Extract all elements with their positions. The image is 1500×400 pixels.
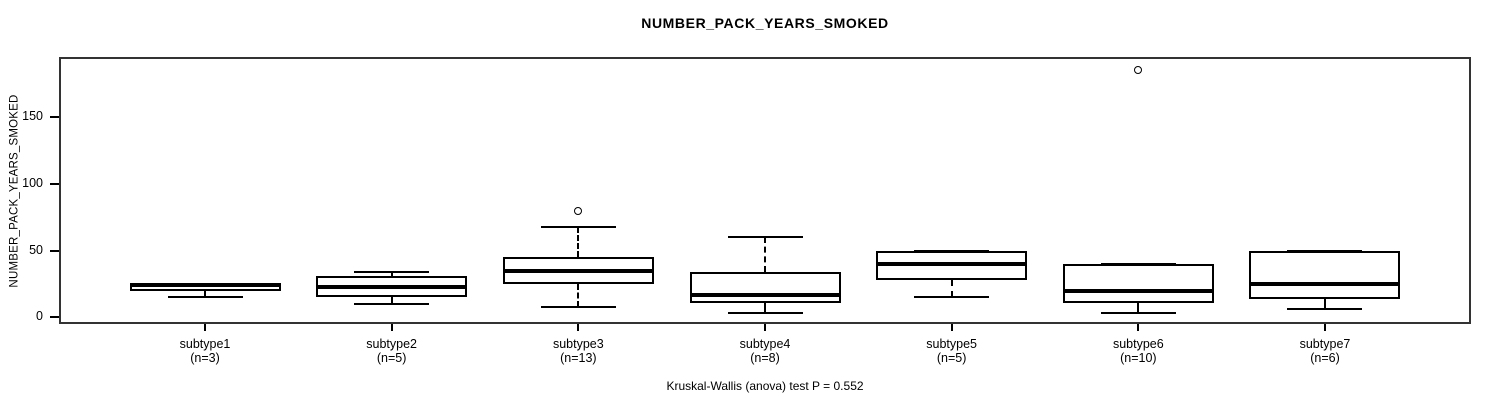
x-axis-group-count: (n=13) [560,351,597,365]
lower-whisker-cap [1287,308,1363,311]
box [689,271,841,304]
x-axis-group-count: (n=3) [190,351,220,365]
plot-area: 0 50 100 150 subtype1 (n=3) subtype2 (n=5) subty… [22,57,1471,365]
upper-whisker-cap [1287,249,1363,252]
box [1062,263,1214,304]
lower-whisker-line [1137,303,1140,314]
x-axis-group-count: (n=5) [936,351,967,365]
median-line [1249,281,1401,286]
upper-whisker-line [577,226,580,258]
lower-whisker-line [950,279,953,298]
lower-whisker-cap [727,312,803,315]
y-axis-tick [50,182,59,185]
x-axis-group-count: (n=8) [750,351,780,365]
x-axis-group-label: subtype2 [366,337,418,351]
lower-whisker-cap [167,296,243,299]
plot-frame [59,57,1471,324]
x-axis-group-label: subtype7 [1299,337,1351,351]
box [1249,250,1401,299]
x-axis-group-count: (n=5) [376,351,407,365]
y-axis-tick-label: 150 [22,109,43,124]
x-axis-group-label: subtype4 [739,337,791,351]
x-axis-group-label: subtype6 [1112,337,1164,351]
lower-whisker-cap [1100,312,1176,315]
x-axis-tick [1323,324,1326,331]
lower-whisker-cap [540,305,616,308]
outlier-point [1134,66,1143,75]
x-axis-tick [577,324,580,331]
y-axis-tick [50,316,59,319]
x-axis-group-label: subtype3 [552,337,604,351]
lower-whisker-cap [354,302,430,305]
y-axis-tick [50,116,59,119]
x-axis-tick [950,324,953,331]
upper-whisker-line [764,237,766,272]
lower-whisker-cap [914,296,990,299]
upper-whisker-cap [354,270,430,273]
x-axis-tick [764,324,766,331]
x-axis-tick [1137,324,1140,331]
upper-whisker-cap [540,225,616,228]
outlier-point [574,206,583,215]
median-line [129,283,281,288]
upper-whisker-line [390,271,393,276]
lower-whisker-line [1323,298,1326,310]
x-axis-tick [390,324,393,331]
x-axis-group-count: (n=6) [1310,351,1340,365]
chart-title: NUMBER_PACK_YEARS_SMOKED [641,15,889,31]
median-line [689,292,841,297]
y-axis-tick [50,249,59,252]
lower-whisker-line [204,291,206,298]
lower-whisker-line [390,297,393,304]
x-axis-group-label: subtype5 [926,337,978,351]
median-line [1062,289,1214,294]
median-line [876,261,1028,266]
upper-whisker-cap [727,236,803,239]
stat-test-annotation: Kruskal-Wallis (anova) test P = 0.552 [666,379,864,393]
upper-whisker-cap [1100,262,1176,265]
lower-whisker-line [764,303,766,314]
y-axis-tick-label: 0 [36,309,43,324]
median-line [316,284,468,289]
upper-whisker-cap [914,249,990,252]
y-axis-label-container: NUMBER_PACK_YEARS_SMOKED [0,57,30,324]
lower-whisker-line [577,283,580,307]
y-axis-tick-label: 100 [22,175,43,190]
x-axis-tick [204,324,206,331]
median-line [502,268,654,273]
x-axis-group-count: (n=10) [1120,351,1157,365]
y-axis-tick-label: 50 [29,242,43,257]
x-axis-group-label: subtype1 [179,337,231,351]
